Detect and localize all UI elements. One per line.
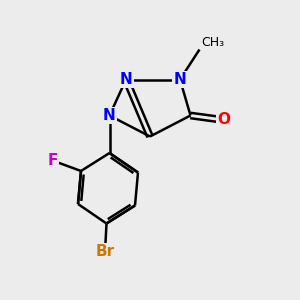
Text: O: O (217, 112, 230, 128)
Text: Br: Br (95, 244, 115, 260)
Text: N: N (120, 72, 132, 87)
Text: N: N (174, 72, 186, 87)
Text: CH₃: CH₃ (201, 37, 224, 50)
Text: F: F (47, 153, 58, 168)
Text: N: N (103, 108, 116, 123)
